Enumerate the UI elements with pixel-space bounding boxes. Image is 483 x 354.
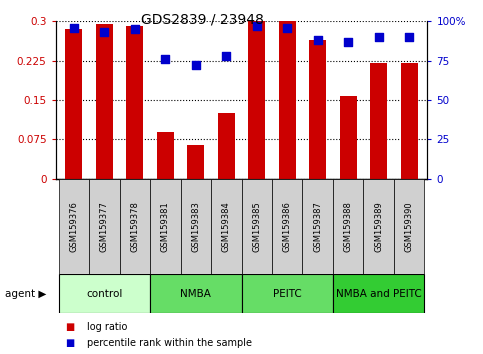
Point (161, 56, 169, 62)
Bar (242, 179, 272, 274)
Point (375, 34, 383, 40)
Text: GSM159377: GSM159377 (100, 201, 109, 252)
Text: GDS2839 / 23948: GDS2839 / 23948 (142, 12, 264, 27)
Text: log ratio: log ratio (87, 322, 128, 332)
Point (100, 29, 108, 35)
Text: GSM159388: GSM159388 (344, 201, 353, 252)
Bar (401, 63, 417, 179)
Bar (150, 274, 242, 313)
Bar (66, 29, 82, 179)
Point (405, 34, 413, 40)
Text: GSM159381: GSM159381 (161, 201, 170, 252)
Bar (248, 21, 265, 179)
Bar (89, 179, 120, 274)
Text: ■: ■ (65, 338, 74, 348)
Point (222, 53, 230, 59)
Bar (333, 274, 425, 313)
Bar (127, 27, 143, 179)
Point (344, 39, 352, 45)
Bar (370, 63, 387, 179)
Text: GSM159378: GSM159378 (130, 201, 139, 252)
Text: GSM159384: GSM159384 (222, 201, 231, 252)
Point (131, 26, 139, 32)
Point (70, 25, 78, 30)
Text: GSM159387: GSM159387 (313, 201, 322, 252)
Text: PEITC: PEITC (273, 289, 301, 299)
Text: GSM159386: GSM159386 (283, 201, 292, 252)
Text: agent ▶: agent ▶ (5, 289, 46, 299)
Bar (363, 179, 394, 274)
Bar (150, 179, 181, 274)
Bar (302, 179, 333, 274)
Bar (181, 179, 211, 274)
Point (284, 25, 291, 30)
Bar (333, 179, 363, 274)
Text: GSM159385: GSM159385 (252, 201, 261, 252)
Bar (279, 21, 296, 179)
Text: control: control (86, 289, 123, 299)
Point (192, 63, 199, 68)
Bar (187, 145, 204, 179)
Bar (157, 132, 174, 179)
Bar (58, 179, 89, 274)
Bar (58, 274, 150, 313)
Bar (120, 179, 150, 274)
Bar (340, 96, 356, 179)
Text: percentile rank within the sample: percentile rank within the sample (87, 338, 252, 348)
Bar (96, 24, 113, 179)
Bar (272, 179, 302, 274)
Point (253, 23, 261, 29)
Bar (309, 40, 326, 179)
Text: GSM159376: GSM159376 (70, 201, 78, 252)
Text: NMBA: NMBA (180, 289, 211, 299)
Bar (211, 179, 242, 274)
Text: GSM159390: GSM159390 (405, 201, 413, 252)
Text: GSM159383: GSM159383 (191, 201, 200, 252)
Text: ■: ■ (65, 322, 74, 332)
Text: NMBA and PEITC: NMBA and PEITC (336, 289, 422, 299)
Bar (394, 179, 425, 274)
Bar (242, 274, 333, 313)
Point (314, 37, 322, 43)
Text: GSM159389: GSM159389 (374, 201, 383, 252)
Bar (218, 113, 235, 179)
